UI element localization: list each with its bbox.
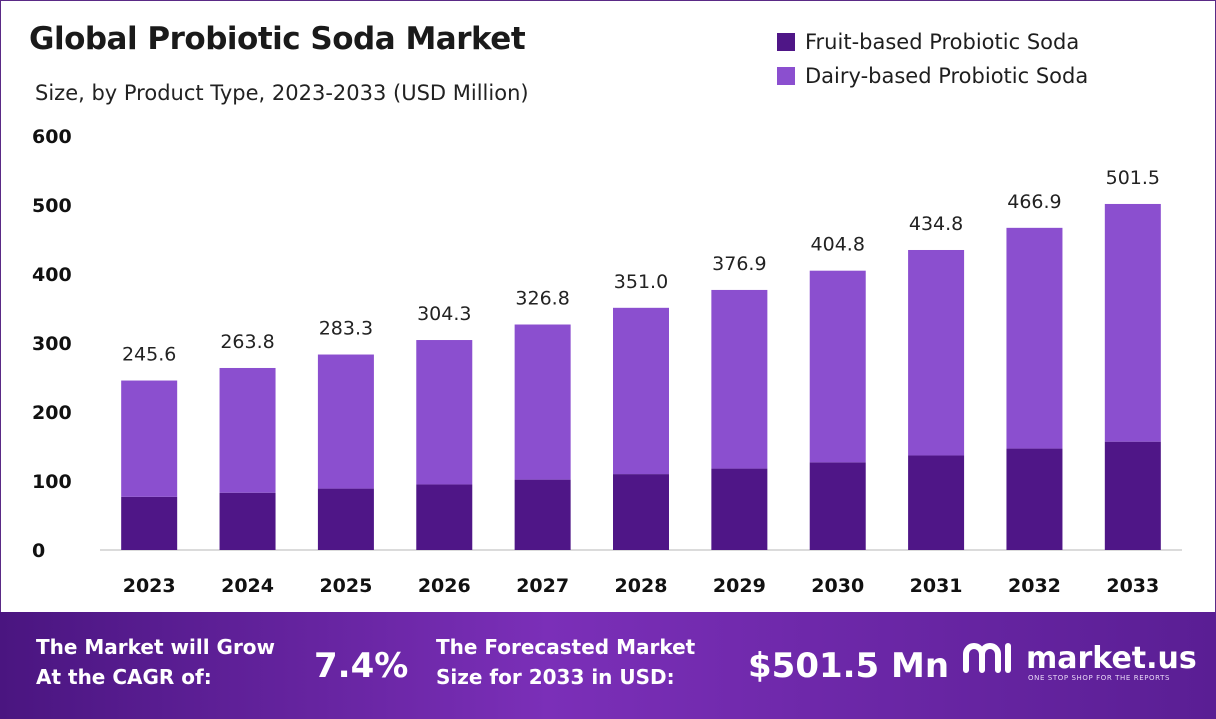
legend-swatch-fruit	[777, 33, 795, 51]
brand-tagline: ONE STOP SHOP FOR THE REPORTS	[1028, 674, 1171, 682]
y-tick-label: 200	[32, 402, 72, 424]
bar-total-label: 326.8	[515, 288, 569, 310]
bar-segment-fruit	[908, 455, 965, 550]
bar-total-label: 304.3	[417, 303, 471, 325]
brand-name: market.us	[1026, 640, 1197, 676]
bar-total-label: 245.6	[122, 344, 176, 366]
legend-label-fruit: Fruit-based Probiotic Soda	[805, 30, 1080, 54]
bar-segment-fruit	[416, 484, 473, 550]
brand-logo: market.us	[962, 640, 1197, 676]
cagr-value: 7.4%	[314, 646, 409, 686]
y-tick-label: 100	[32, 471, 72, 493]
chart-subtitle: Size, by Product Type, 2023-2033 (USD Mi…	[35, 81, 529, 105]
x-tick-label: 2026	[418, 575, 471, 597]
x-tick-label: 2033	[1106, 575, 1159, 597]
x-tick-label: 2029	[713, 575, 766, 597]
cagr-caption-line2: At the CAGR of:	[36, 665, 212, 689]
forecast-caption-line2: Size for 2033 in USD:	[436, 665, 675, 689]
cagr-caption: The Market will Grow At the CAGR of:	[36, 632, 275, 692]
bar-segment-fruit	[514, 479, 571, 550]
bar-segment-dairy	[317, 354, 374, 489]
bar-total-label: 501.5	[1106, 167, 1160, 189]
bar-segment-dairy	[121, 380, 178, 497]
x-tick-label: 2024	[221, 575, 274, 597]
bar-segment-dairy	[416, 340, 473, 485]
bar-total-label: 466.9	[1007, 191, 1061, 213]
bar-chart: 0 100 200 300 400 500 600 245.6 2023 263.8 2024 283…	[32, 126, 1182, 597]
bar-total-label: 376.9	[712, 253, 766, 275]
x-tick-label: 2027	[516, 575, 569, 597]
x-tick-label: 2030	[811, 575, 864, 597]
bar-total-label: 404.8	[811, 234, 865, 256]
legend-swatch-dairy	[777, 67, 795, 85]
bar-segment-fruit	[1104, 441, 1161, 550]
bar-total-label: 434.8	[909, 213, 963, 235]
forecast-value: $501.5 Mn	[748, 646, 950, 686]
y-tick-label: 300	[32, 333, 72, 355]
legend-label-dairy: Dairy-based Probiotic Soda	[805, 64, 1089, 88]
x-tick-label: 2025	[319, 575, 372, 597]
legend: Fruit-based Probiotic Soda Dairy-based P…	[777, 25, 1088, 93]
x-tick-label: 2032	[1008, 575, 1061, 597]
forecast-caption-line1: The Forecasted Market	[436, 635, 696, 659]
bar-segment-dairy	[514, 324, 571, 480]
bar-segment-fruit	[809, 462, 866, 550]
bar-segment-dairy	[809, 270, 866, 463]
x-tick-label: 2023	[123, 575, 176, 597]
y-tick-label: 500	[32, 195, 72, 217]
forecast-caption: The Forecasted Market Size for 2033 in U…	[436, 632, 695, 692]
bar-segment-fruit	[121, 496, 178, 550]
bar-total-label: 263.8	[220, 331, 274, 353]
bar-total-label: 283.3	[319, 318, 373, 340]
bar-segment-fruit	[613, 474, 669, 550]
legend-item-dairy: Dairy-based Probiotic Soda	[777, 59, 1088, 93]
y-tick-label: 600	[32, 126, 72, 148]
bar-segment-fruit	[317, 488, 374, 550]
bar-segment-dairy	[711, 289, 768, 469]
bar-segment-fruit	[1006, 448, 1063, 550]
y-tick-label: 0	[32, 540, 45, 562]
cagr-caption-line1: The Market will Grow	[36, 635, 276, 659]
x-tick-label: 2028	[615, 575, 668, 597]
bar-segment-dairy	[908, 249, 965, 456]
x-tick-label: 2031	[910, 575, 963, 597]
bar-segment-dairy	[219, 367, 276, 493]
bar-total-label: 351.0	[614, 271, 668, 293]
bar-segment-dairy	[613, 307, 669, 475]
bar-segment-fruit	[219, 492, 276, 550]
bar-segment-dairy	[1006, 227, 1063, 449]
footer-banner: The Market will Grow At the CAGR of: 7.4…	[0, 612, 1216, 719]
legend-item-fruit: Fruit-based Probiotic Soda	[777, 25, 1088, 59]
y-tick-label: 400	[32, 264, 72, 286]
market-us-logo-icon	[963, 643, 1011, 673]
bar-segment-fruit	[711, 468, 768, 550]
chart-title: Global Probiotic Soda Market	[29, 21, 526, 57]
bar-segment-dairy	[1104, 203, 1161, 442]
